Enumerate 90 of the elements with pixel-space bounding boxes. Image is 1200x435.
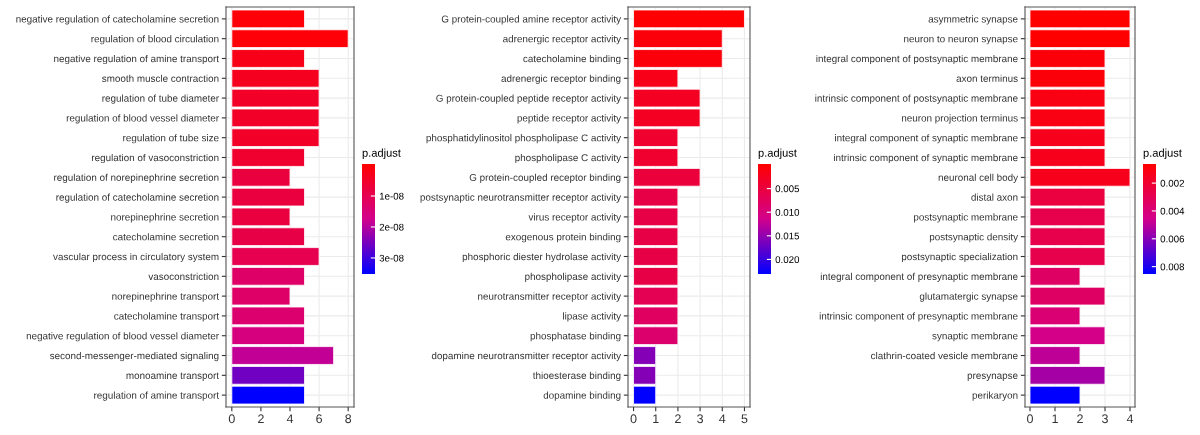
y-tick-label: G protein-coupled receptor binding bbox=[469, 173, 621, 183]
y-tick-label: integral component of presynaptic membrane bbox=[820, 272, 1018, 282]
y-tick-label: phosphatase binding bbox=[530, 332, 621, 342]
x-tick-label: 2 bbox=[675, 414, 681, 423]
y-tick-label: phospholipase C activity bbox=[515, 153, 622, 164]
y-tick-label: second-messenger-mediated signaling bbox=[49, 351, 219, 362]
y-tick-label: monoamine transport bbox=[126, 371, 219, 381]
y-tick-label: asymmetric synapse bbox=[928, 15, 1018, 25]
y-tick-label: catecholamine binding bbox=[523, 54, 621, 65]
y-tick-label: regulation of blood vessel diameter bbox=[66, 114, 219, 124]
x-tick-label: 2 bbox=[258, 414, 264, 423]
y-tick-label: catecholamine secretion bbox=[113, 233, 219, 241]
y-tick-label: adrenergic receptor activity bbox=[503, 35, 622, 45]
color-bar-label: 3e-08 bbox=[379, 254, 404, 262]
y-tick-label: glutamatergic synapse bbox=[919, 292, 1018, 302]
y-tick-label: peptide receptor activity bbox=[517, 114, 622, 124]
color-bar-label: 0.004 bbox=[1160, 207, 1185, 215]
x-tick-label: 4 bbox=[719, 414, 726, 423]
y-tick-label: virus receptor activity bbox=[528, 213, 622, 223]
y-tick-label: negative regulation of catecholamine secretion bbox=[16, 15, 219, 25]
y-tick-label: lipase activity bbox=[563, 312, 622, 322]
y-tick-label: regulation of blood circulation bbox=[91, 35, 219, 45]
y-tick-label: postsynaptic specialization bbox=[901, 252, 1018, 263]
y-tick-label: regulation of norepinephrine secretion bbox=[54, 173, 219, 183]
x-tick-label: 8 bbox=[345, 414, 352, 424]
x-tick-label: 6 bbox=[316, 414, 323, 424]
x-tick-label: 0 bbox=[228, 414, 235, 424]
y-tick-label: norepinephrine secretion bbox=[111, 213, 219, 223]
y-tick-label: adrenergic receptor binding bbox=[501, 74, 621, 84]
y-tick-label: intrinsic component of synaptic membrane bbox=[834, 153, 1018, 164]
y-tick-label: distal axon bbox=[971, 193, 1018, 201]
x-tick-label: 1 bbox=[653, 414, 659, 423]
color-bar-title: p.adjust bbox=[1143, 148, 1182, 159]
y-tick-label: axon terminus bbox=[956, 74, 1018, 82]
x-tick-label: 1 bbox=[1052, 414, 1058, 423]
x-tick-label: 0 bbox=[1027, 414, 1033, 424]
y-tick-label: integral component of postsynaptic membrane bbox=[816, 54, 1018, 65]
color-bar-label: 0.015 bbox=[775, 232, 800, 240]
color-bar-label: 0.008 bbox=[1160, 263, 1185, 271]
x-tick-label: 2 bbox=[1077, 414, 1083, 423]
color-bar-title: p.adjust bbox=[758, 148, 797, 159]
y-tick-label: intrinsic component of presynaptic membrane bbox=[819, 312, 1018, 322]
y-tick-label: neuron projection terminus bbox=[901, 114, 1018, 124]
y-tick-label: G protein-coupled peptide receptor activity bbox=[436, 94, 622, 104]
y-tick-label: dopamine neurotransmitter receptor activity bbox=[431, 351, 622, 362]
x-tick-label: 0 bbox=[630, 414, 637, 424]
y-tick-label: G protein-coupled amine receptor activity bbox=[441, 15, 622, 25]
y-tick-label: presynapse bbox=[967, 373, 1018, 381]
x-tick-label: 3 bbox=[697, 414, 704, 424]
y-tick-label: neurotransmitter receptor activity bbox=[478, 292, 622, 302]
y-tick-label: phosphoric diester hydrolase activity bbox=[462, 252, 622, 263]
x-tick-label: 4 bbox=[1126, 414, 1134, 423]
y-tick-label: vascular process in circulatory system bbox=[53, 252, 219, 263]
color-bar-title: p.adjust bbox=[362, 148, 401, 159]
color-bar-label: 1e-08 bbox=[379, 192, 404, 200]
color-bar-label: 0.002 bbox=[1160, 179, 1185, 187]
y-tick-label: neuronal cell body bbox=[938, 173, 1019, 183]
y-tick-label: intrinsic component of postsynaptic membrane bbox=[815, 94, 1018, 104]
y-tick-label: postsynaptic neurotransmitter receptor activity bbox=[420, 193, 622, 203]
y-tick-label: regulation of tube size bbox=[123, 134, 219, 144]
y-tick-label: phosphatidylinositol phospholipase C activity bbox=[426, 134, 622, 144]
y-tick-label: integral component of synaptic membrane bbox=[835, 134, 1018, 144]
y-tick-label: regulation of catecholamine secretion bbox=[56, 193, 219, 203]
y-tick-label: regulation of vasoconstriction bbox=[92, 153, 219, 164]
x-tick-label: 3 bbox=[1102, 414, 1108, 424]
color-bar-label: 0.010 bbox=[775, 208, 800, 216]
y-tick-label: negative regulation of amine transport bbox=[54, 54, 219, 65]
color-bar-label: 0.020 bbox=[775, 256, 800, 264]
y-tick-label: norepinephrine transport bbox=[112, 292, 219, 302]
y-tick-label: perikaryon bbox=[972, 391, 1018, 401]
y-tick-label: thioesterase binding bbox=[532, 371, 621, 381]
y-tick-label: regulation of amine transport bbox=[94, 391, 219, 401]
y-tick-label: clathrin-coated vesicle membrane bbox=[871, 351, 1018, 360]
y-tick-label: neuron to neuron synapse bbox=[904, 35, 1018, 45]
y-tick-label: smooth muscle contraction bbox=[102, 74, 219, 82]
color-bar-label: 0.006 bbox=[1160, 235, 1185, 243]
y-tick-label: dopamine binding bbox=[543, 391, 621, 401]
x-tick-label: 5 bbox=[741, 414, 748, 424]
y-tick-label: postsynaptic density bbox=[929, 233, 1019, 243]
y-tick-label: postsynaptic membrane bbox=[914, 213, 1018, 223]
y-tick-label: synaptic membrane bbox=[932, 332, 1018, 342]
color-bar-label: 2e-08 bbox=[379, 223, 404, 231]
y-tick-label: exogenous protein binding bbox=[505, 233, 621, 243]
y-tick-label: catecholamine transport bbox=[114, 312, 219, 322]
y-tick-label: regulation of tube diameter bbox=[102, 94, 219, 104]
color-bar-label: 0.005 bbox=[775, 185, 800, 193]
y-tick-label: vasoconstriction bbox=[148, 272, 219, 280]
y-tick-label: phospholipase activity bbox=[525, 272, 622, 282]
y-tick-label: negative regulation of blood vessel diameter bbox=[26, 332, 219, 342]
x-tick-label: 4 bbox=[286, 414, 294, 423]
